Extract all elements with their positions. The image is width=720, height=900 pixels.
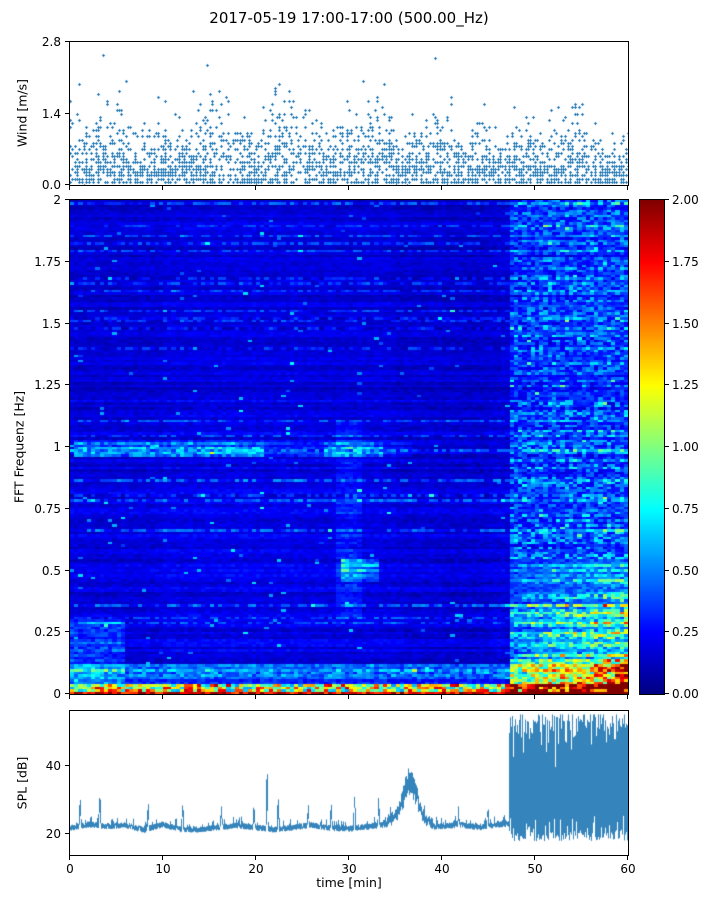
wind-panel <box>69 41 629 186</box>
x-tick <box>627 695 628 699</box>
y-tick <box>65 570 69 571</box>
y-tick-label: 1.4 <box>41 107 61 121</box>
x-tick <box>534 186 535 190</box>
x-tick-label: 60 <box>620 862 636 876</box>
y-tick <box>65 384 69 385</box>
x-tick <box>627 186 628 190</box>
y-tick-label: 2.8 <box>41 35 61 49</box>
x-tick <box>255 856 256 860</box>
colorbar-tick <box>665 570 669 571</box>
x-tick-label: 40 <box>434 862 450 876</box>
colorbar-tick <box>665 508 669 509</box>
colorbar-tick <box>665 261 669 262</box>
x-tick <box>255 186 256 190</box>
x-tick <box>534 695 535 699</box>
y-tick <box>65 184 69 185</box>
colorbar-tick-label: 1.00 <box>672 440 699 454</box>
y-tick-label: 0 <box>53 687 61 701</box>
y-tick-label: 0.25 <box>34 625 61 639</box>
colorbar-tick <box>665 446 669 447</box>
y-tick-label: 2 <box>53 193 61 207</box>
x-tick-label: 10 <box>155 862 171 876</box>
spl-line-plot <box>70 711 628 855</box>
spl-panel <box>69 710 629 856</box>
y-tick-label: 20 <box>45 827 61 841</box>
x-tick <box>69 186 70 190</box>
x-tick-label: 20 <box>248 862 264 876</box>
y-tick <box>65 765 69 766</box>
y-tick-label: 0.5 <box>41 564 61 578</box>
colorbar-tick-label: 0.50 <box>672 564 699 578</box>
y-tick-label: 0.0 <box>41 178 61 192</box>
colorbar-tick-label: 0.75 <box>672 502 699 516</box>
y-tick <box>65 508 69 509</box>
y-tick-label: 1.5 <box>41 317 61 331</box>
x-tick <box>627 856 628 860</box>
x-tick <box>162 186 163 190</box>
x-tick <box>534 856 535 860</box>
y-tick <box>65 446 69 447</box>
x-tick <box>441 856 442 860</box>
x-tick-label: 50 <box>527 862 543 876</box>
colorbar-tick <box>665 323 669 324</box>
x-tick-label: 30 <box>341 862 357 876</box>
y-tick <box>65 323 69 324</box>
x-tick <box>162 695 163 699</box>
spectrogram-panel <box>69 199 629 695</box>
y-tick <box>65 631 69 632</box>
y-tick <box>65 261 69 262</box>
fft-spectrogram <box>70 200 628 694</box>
x-tick <box>69 695 70 699</box>
y-tick <box>65 833 69 834</box>
y-tick-label: 40 <box>45 759 61 773</box>
y-tick <box>65 693 69 694</box>
y-tick-label: 1.75 <box>34 255 61 269</box>
x-axis-label: time [min] <box>316 875 382 890</box>
x-tick <box>255 695 256 699</box>
figure-title: 2017-05-19 17:00-17:00 (500.00_Hz) <box>209 9 489 27</box>
colorbar-tick-label: 0.00 <box>672 687 699 701</box>
colorbar-tick-label: 2.00 <box>672 193 699 207</box>
y-tick <box>65 113 69 114</box>
x-tick <box>348 186 349 190</box>
x-tick <box>348 695 349 699</box>
colorbar-tick <box>665 199 669 200</box>
y-tick <box>65 41 69 42</box>
y-tick-label: 1 <box>53 440 61 454</box>
x-tick <box>348 856 349 860</box>
x-tick <box>441 186 442 190</box>
y-tick <box>65 199 69 200</box>
colorbar-tick <box>665 631 669 632</box>
y-tick-label: 0.75 <box>34 502 61 516</box>
colorbar-tick-label: 1.50 <box>672 317 699 331</box>
colorbar-tick-label: 0.25 <box>672 625 699 639</box>
y-tick-label: 1.25 <box>34 378 61 392</box>
wind-scatter-plot <box>70 42 628 185</box>
x-tick <box>162 856 163 860</box>
colorbar-tick-label: 1.75 <box>672 255 699 269</box>
colorbar <box>640 200 664 694</box>
x-tick <box>441 695 442 699</box>
x-tick-label: 0 <box>66 862 74 876</box>
colorbar-tick <box>665 384 669 385</box>
colorbar-tick-label: 1.25 <box>672 378 699 392</box>
colorbar-tick <box>665 693 669 694</box>
x-tick <box>69 856 70 860</box>
colorbar-panel <box>639 199 665 695</box>
